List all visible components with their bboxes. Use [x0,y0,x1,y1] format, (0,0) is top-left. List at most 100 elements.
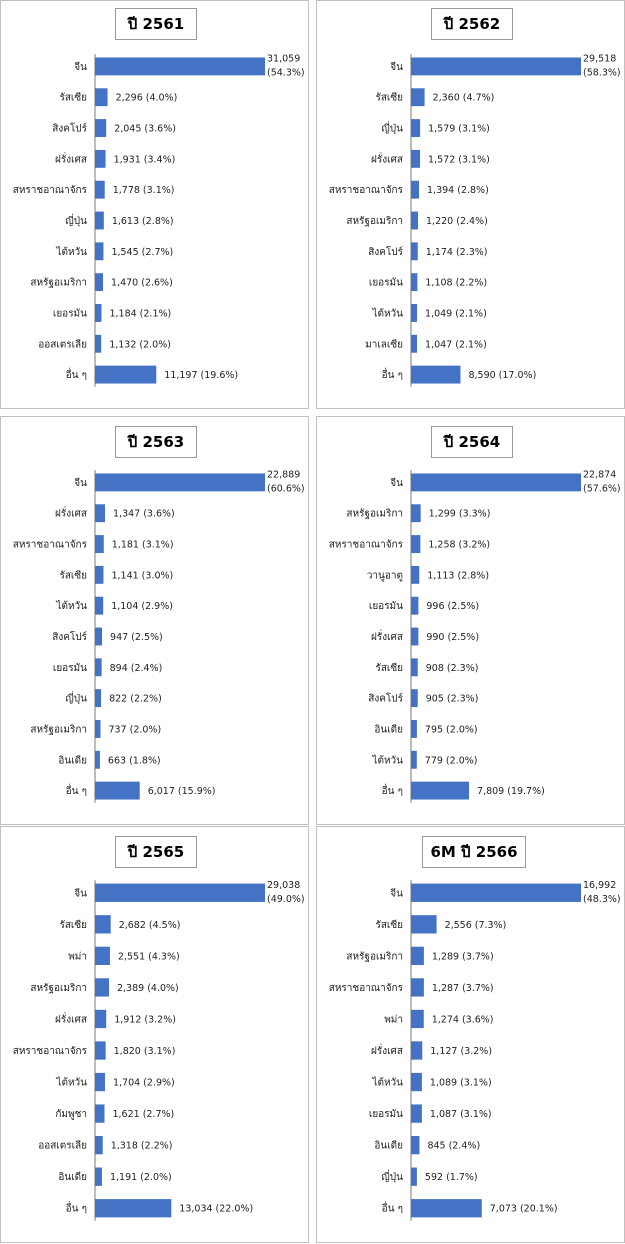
bar [95,689,102,708]
data-label: 1,104 (2.9%) [111,601,173,612]
data-label: 2,556 (7.3%) [445,920,507,931]
chart-panel: จีน 22,874 (57.6%) สหรัฐอเมริกา 1,299 (3.3%)… [316,416,625,825]
bar [95,149,106,168]
data-label: 1,778 (3.1%) [113,185,175,196]
data-label: 1,184 (2.1%) [109,308,171,319]
bar [95,1135,103,1155]
bar [95,211,104,230]
data-label: 1,621 (2.7%) [112,1109,174,1120]
category-label: รัสเซีย [59,92,87,104]
data-label: 29,038 (49.0%) [267,880,305,905]
data-label: 1,274 (3.6%) [432,1014,494,1025]
category-label: เยอรมัน [53,663,87,674]
bar [411,365,461,384]
category-label: จีน [74,477,87,489]
bar [411,57,581,76]
data-label: 22,889 (60.6%) [267,469,305,494]
chart-title: ปี 2563 [115,426,197,458]
bar [411,1199,482,1218]
category-label: สิงคโปร์ [52,122,87,135]
category-label: สหราชอาณาจักร [13,185,88,196]
bar [95,781,140,800]
data-label: 1,108 (2.2%) [425,278,487,289]
bar [411,211,419,230]
category-label: อื่น ๆ [66,783,87,797]
category-label: อื่น ๆ [66,1201,87,1215]
category-label: มาเลเซีย [365,338,403,350]
chart-title: ปี 2562 [431,8,513,40]
bar [411,1009,424,1029]
bar [411,1104,422,1123]
data-label: 1,318 (2.2%) [111,1141,173,1152]
category-label: รัสเซีย [375,662,403,674]
category-label: จีน [390,887,403,899]
bar [95,946,110,966]
bar [95,1009,107,1029]
bar [411,946,424,966]
bar [411,504,421,523]
data-label: 822 (2.2%) [109,694,162,705]
bar [95,658,102,677]
bar [411,750,417,769]
category-label: ญี่ปุ่น [381,121,403,135]
bar [95,304,102,322]
category-label: ฝรั่งเศส [55,151,87,165]
data-label: 1,912 (3.2%) [114,1014,176,1025]
bar [95,180,105,199]
data-label: 1,141 (3.0%) [111,570,173,581]
data-label: 1,299 (3.3%) [429,509,491,520]
data-label: 592 (1.7%) [425,1172,478,1183]
bar [95,596,104,615]
data-label: 1,394 (2.8%) [427,185,489,196]
category-label: ญี่ปุ่น [381,1169,403,1183]
bar [411,1167,417,1186]
bar [95,915,111,934]
bar [95,565,104,584]
category-label: กัมพูชา [55,1109,87,1120]
category-label: อื่น ๆ [66,367,87,381]
bar-chart: จีน 22,889 (60.6%) ฝรั่งเศส 1,347 (3.6%) สหรา… [13,469,305,803]
data-label: 29,518 (58.3%) [583,53,621,78]
category-label: รัสเซีย [375,919,403,931]
data-label: 2,296 (4.0%) [116,93,178,104]
data-label: 2,682 (4.5%) [119,920,181,931]
bar [411,88,425,107]
data-label: 2,551 (4.3%) [118,951,180,962]
data-label: 1,174 (2.3%) [426,247,488,258]
bar [411,1135,420,1155]
chart-panel: จีน 29,518 (58.3%) รัสเซีย 2,360 (4.7%) ญี่ปุ… [316,0,625,409]
bar [95,119,107,137]
category-label: เยอรมัน [369,601,403,612]
category-label: อื่น ๆ [382,1201,403,1215]
bar [411,565,420,584]
category-label: ฝรั่งเศส [371,151,403,165]
category-label: ออสเตรเลีย [38,1140,87,1152]
bar [95,365,157,384]
bar [95,978,109,997]
bar [411,119,421,137]
data-label: 663 (1.8%) [108,755,161,766]
bar-chart: จีน 29,518 (58.3%) รัสเซีย 2,360 (4.7%) ญี่ปุ… [329,53,621,387]
data-label: 1,191 (2.0%) [110,1172,172,1183]
category-label: ฝรั่งเศส [371,629,403,643]
category-label: จีน [74,61,87,73]
category-label: รัสเซีย [375,92,403,104]
chart-title: ปี 2565 [115,836,197,868]
category-label: ฝรั่งเศส [55,1011,87,1025]
bar [411,242,418,261]
category-label: พม่า [68,951,87,962]
chart-panel: จีน 16,992 (48.3%) รัสเซีย 2,556 (7.3%) สหรัฐ… [316,826,625,1243]
bar [411,915,437,934]
category-label: ฝรั่งเศส [371,1043,403,1057]
category-label: อินเดีย [374,723,403,735]
category-label: วานูอาตู [367,570,403,581]
data-label: 2,389 (4.0%) [117,983,179,994]
bar [95,627,103,646]
data-label: 7,073 (20.1%) [490,1204,558,1215]
category-label: ญี่ปุ่น [65,213,87,227]
category-label: จีน [390,477,403,489]
data-label: 905 (2.3%) [426,694,479,705]
data-label: 1,087 (3.1%) [430,1109,492,1120]
data-label: 1,049 (2.1%) [425,308,487,319]
data-label: 6,017 (15.9%) [148,786,216,797]
